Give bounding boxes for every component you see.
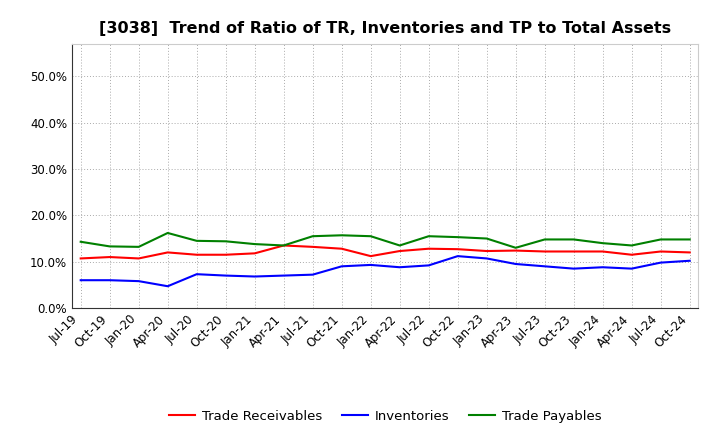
Inventories — [454, 253, 462, 259]
Trade Receivables — [598, 249, 607, 254]
Trade Payables — [338, 233, 346, 238]
Trade Receivables — [424, 246, 433, 251]
Inventories — [657, 260, 665, 265]
Trade Payables — [541, 237, 549, 242]
Trade Receivables — [221, 252, 230, 257]
Trade Receivables — [685, 250, 694, 255]
Trade Payables — [395, 243, 404, 248]
Inventories — [163, 284, 172, 289]
Inventories — [105, 278, 114, 283]
Trade Receivables — [482, 249, 491, 254]
Inventories — [482, 256, 491, 261]
Title: [3038]  Trend of Ratio of TR, Inventories and TP to Total Assets: [3038] Trend of Ratio of TR, Inventories… — [99, 21, 671, 36]
Line: Inventories: Inventories — [81, 256, 690, 286]
Trade Receivables — [454, 246, 462, 252]
Trade Receivables — [163, 250, 172, 255]
Trade Payables — [135, 244, 143, 249]
Trade Receivables — [627, 252, 636, 257]
Trade Receivables — [105, 254, 114, 260]
Trade Receivables — [657, 249, 665, 254]
Trade Receivables — [511, 248, 520, 253]
Inventories — [251, 274, 259, 279]
Trade Payables — [105, 244, 114, 249]
Trade Payables — [163, 230, 172, 235]
Trade Payables — [251, 242, 259, 247]
Inventories — [570, 266, 578, 271]
Inventories — [279, 273, 288, 278]
Trade Receivables — [192, 252, 201, 257]
Trade Receivables — [308, 244, 317, 249]
Trade Payables — [627, 243, 636, 248]
Inventories — [511, 261, 520, 267]
Inventories — [366, 262, 375, 268]
Trade Receivables — [541, 249, 549, 254]
Inventories — [541, 264, 549, 269]
Inventories — [192, 271, 201, 277]
Inventories — [76, 278, 85, 283]
Trade Payables — [366, 234, 375, 239]
Inventories — [338, 264, 346, 269]
Inventories — [627, 266, 636, 271]
Trade Receivables — [395, 249, 404, 254]
Trade Payables — [570, 237, 578, 242]
Trade Receivables — [76, 256, 85, 261]
Trade Payables — [424, 234, 433, 239]
Trade Receivables — [570, 249, 578, 254]
Trade Payables — [454, 235, 462, 240]
Trade Receivables — [338, 246, 346, 251]
Trade Receivables — [279, 243, 288, 248]
Trade Payables — [192, 238, 201, 243]
Trade Payables — [76, 239, 85, 244]
Trade Receivables — [251, 251, 259, 256]
Line: Trade Receivables: Trade Receivables — [81, 246, 690, 258]
Trade Receivables — [366, 253, 375, 259]
Inventories — [685, 258, 694, 264]
Inventories — [221, 273, 230, 278]
Trade Payables — [685, 237, 694, 242]
Line: Trade Payables: Trade Payables — [81, 233, 690, 248]
Inventories — [598, 264, 607, 270]
Inventories — [424, 263, 433, 268]
Trade Payables — [482, 236, 491, 241]
Trade Payables — [657, 237, 665, 242]
Trade Receivables — [135, 256, 143, 261]
Inventories — [308, 272, 317, 277]
Trade Payables — [308, 234, 317, 239]
Trade Payables — [598, 241, 607, 246]
Inventories — [395, 264, 404, 270]
Inventories — [135, 279, 143, 284]
Legend: Trade Receivables, Inventories, Trade Payables: Trade Receivables, Inventories, Trade Pa… — [163, 404, 607, 428]
Trade Payables — [221, 238, 230, 244]
Trade Payables — [279, 243, 288, 248]
Trade Payables — [511, 245, 520, 250]
